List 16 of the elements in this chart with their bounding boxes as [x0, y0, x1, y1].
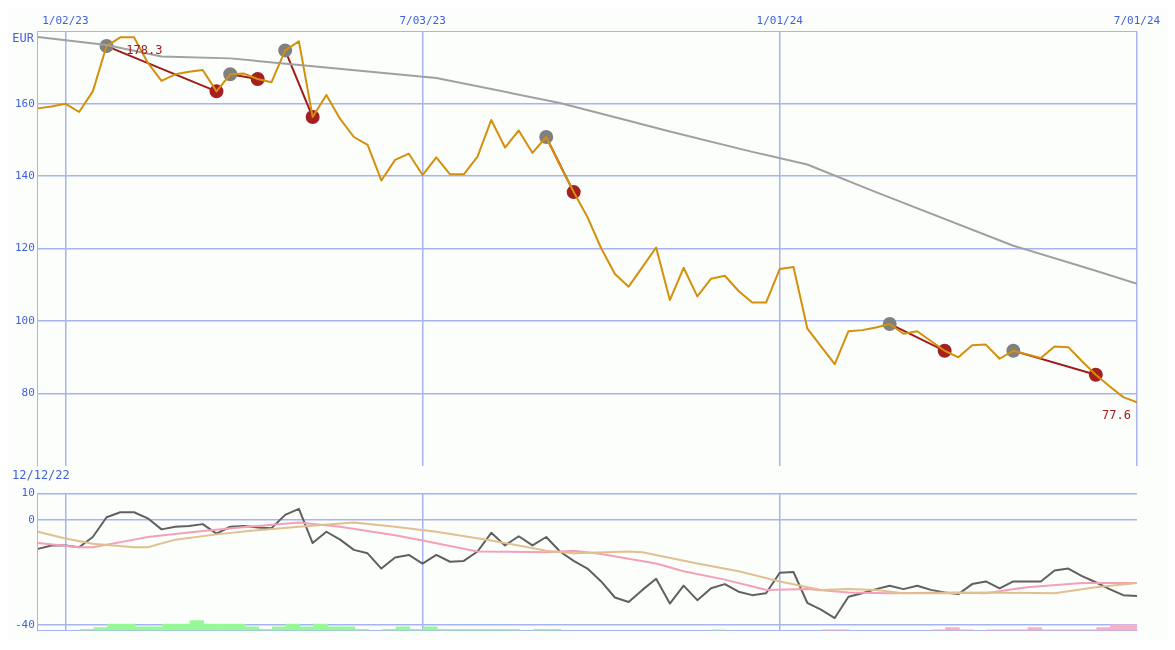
text: 12/12/22 — [12, 468, 70, 483]
annotation: 178.3 — [126, 43, 163, 58]
y-tick-label: 80 — [21, 386, 35, 400]
y-axis-title: EUR — [12, 31, 35, 46]
y-tick-label: 100 — [14, 313, 35, 327]
x-tick-label: 7/03/23 — [399, 14, 446, 28]
x-tick-label: 1/01/24 — [756, 14, 804, 28]
y-tick-label: 0 — [28, 512, 35, 526]
y-tick-label: 160 — [14, 96, 35, 110]
y-tick-label: 10 — [21, 486, 35, 500]
x-tick-label: 7/01/24 — [1113, 14, 1161, 28]
annotation: 77.6 — [1102, 408, 1131, 423]
y-tick-label: -40 — [14, 618, 35, 631]
x-tick-label: 1/02/23 — [42, 14, 89, 28]
y-tick-label: 140 — [14, 168, 35, 182]
y-tick-label: 120 — [14, 241, 35, 255]
